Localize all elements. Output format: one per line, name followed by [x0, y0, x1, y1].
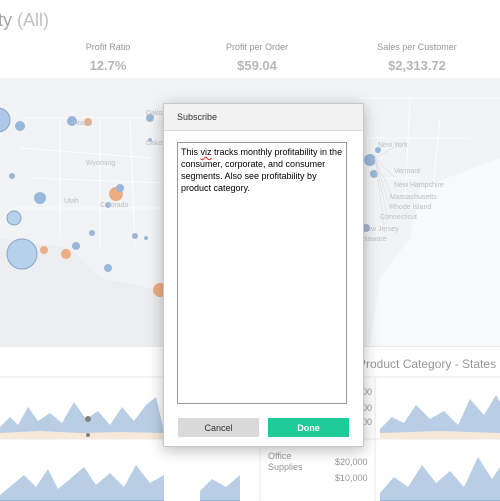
map-label-delaware: elaware [362, 236, 387, 243]
cancel-button[interactable]: Cancel [178, 418, 259, 437]
axis-value-10000: $10,000 [335, 473, 368, 483]
message-text-end: tracks monthly profitability in the cons… [181, 147, 343, 193]
map-label-vermont: Vermont [394, 168, 421, 175]
kpi-value: $59.04 [237, 58, 277, 73]
map-label-connecticut: Connecticut [380, 214, 417, 221]
map-label-new-york: New York [378, 142, 408, 149]
axis-value: 00 [362, 387, 373, 397]
axis-value: 00 [362, 403, 373, 413]
axis-value: 00 [362, 417, 373, 427]
map-label-massachusetts: Massachusetts [390, 194, 437, 201]
axis-value-20000: $20,000 [335, 457, 368, 467]
kpi-label: Profit Ratio [85, 42, 131, 52]
dashboard-title-text: ty [0, 10, 13, 30]
kpi-value: $2,313.72 [388, 58, 446, 73]
dashboard-title: ty (All) [0, 10, 49, 31]
dialog-title: Subscribe [177, 112, 218, 122]
category-label: Office Supplies [268, 451, 303, 472]
message-text-start: This [181, 147, 201, 157]
map-label-new-hampshire: New Hampshire [394, 182, 444, 189]
kpi-label: Sales per Customer [377, 42, 457, 52]
map-label-rhode-island: Rhode Island [390, 204, 432, 211]
kpi-profit-per-order: Profit per Order $59.04 [197, 42, 317, 73]
map-label-colorado: Colorado [100, 202, 129, 209]
done-button[interactable]: Done [268, 418, 349, 437]
kpi-profit-ratio: Profit Ratio 12.7% [48, 42, 168, 73]
dialog-header: Subscribe [164, 104, 363, 131]
sparkline-charts [0, 376, 500, 501]
map-label-new-jersey: New Jersey [362, 226, 399, 233]
map-label-dakota-south: Dakota [146, 140, 169, 147]
map-label-ntana: ntana [74, 120, 92, 127]
kpi-sales-per-customer: Sales per Customer $2,313.72 [357, 42, 477, 73]
map-label-dakota: Dakota [146, 110, 169, 117]
kpi-label: Profit per Order [225, 42, 289, 52]
message-misspelled-word: viz [200, 147, 212, 157]
map-graphic [0, 97, 500, 346]
map-label-utah: Utah [64, 198, 79, 205]
subscribe-message-input[interactable]: This viz tracks monthly profitability in… [177, 142, 347, 404]
bottom-panel-title: Product Category - States [358, 357, 497, 371]
dashboard-title-filter: (All) [17, 10, 50, 30]
kpi-value: 12.7% [89, 58, 127, 73]
map-label-wyoming: Wyoming [86, 160, 116, 167]
subscribe-dialog: Subscribe This viz tracks monthly profit… [163, 103, 364, 447]
